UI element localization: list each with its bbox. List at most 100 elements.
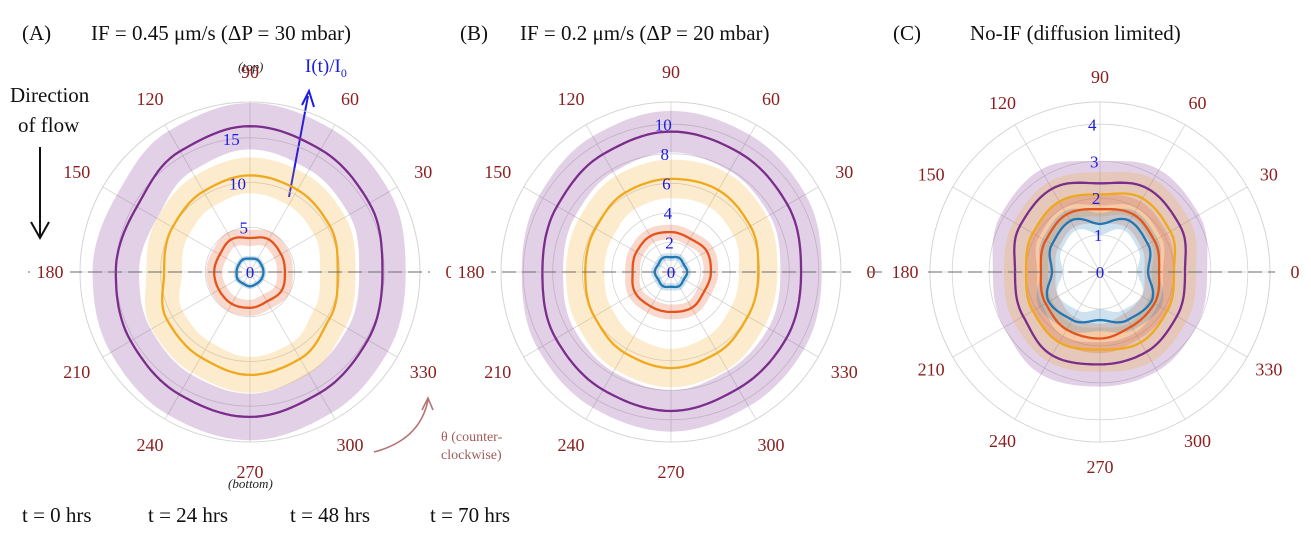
angle-tick-label: 270 <box>1087 457 1114 477</box>
label-backdrop <box>1275 261 1311 283</box>
angle-tick-label: 300 <box>337 435 364 455</box>
grid-spoke <box>1099 271 1248 358</box>
grid-spoke <box>249 271 336 420</box>
bottom-annotation: (bottom) <box>228 476 273 491</box>
radial-tick-label: 8 <box>661 145 670 164</box>
label-backdrop <box>885 261 925 283</box>
angle-tick-label: 90 <box>662 62 680 82</box>
radial-tick-label: 10 <box>655 115 672 134</box>
angle-tick-label: 60 <box>341 89 359 109</box>
label-backdrop <box>451 261 491 283</box>
flow-label-line2: of flow <box>18 113 80 137</box>
panel-c-title: No-IF (diffusion limited) <box>970 21 1181 45</box>
grid-spoke <box>952 271 1101 358</box>
bands-a <box>92 102 406 441</box>
bands-b <box>521 110 822 432</box>
legend-item-t24: t = 24 hrs <box>148 503 228 527</box>
grid-spoke <box>670 186 819 273</box>
angle-tick-label: 240 <box>137 435 164 455</box>
panel-b-title: IF = 0.2 μm/s (ΔP = 20 mbar) <box>520 21 770 45</box>
intensity-axis-label: I(t)/I0 <box>305 56 347 80</box>
angle-tick-label: 300 <box>1184 431 1211 451</box>
radial-labels-c: 0 1 2 3 4 <box>1088 115 1104 282</box>
radial-labels-a: 0 5 10 15 <box>223 130 254 282</box>
theta-note-line2: clockwise) <box>441 448 502 463</box>
angle-tick-label: 210 <box>63 362 90 382</box>
theta-arrow-icon <box>373 396 434 453</box>
grid-spoke <box>1014 271 1101 420</box>
angle-tick-label: 0 <box>1291 262 1300 282</box>
series-band <box>92 102 406 441</box>
radial-tick-label: 0 <box>246 263 255 282</box>
angle-tick-label: 180 <box>37 262 64 282</box>
grid-spoke <box>670 271 819 358</box>
angle-tick-label: 30 <box>835 162 853 182</box>
grid-spoke <box>585 271 672 420</box>
angle-tick-label: 210 <box>484 362 511 382</box>
grid-spoke <box>670 271 757 420</box>
angle-tick-label: 300 <box>758 435 785 455</box>
radial-tick-label: 0 <box>1096 263 1105 282</box>
angle-tick-label: 0 <box>446 262 455 282</box>
angle-tick-label: 210 <box>918 360 945 380</box>
intensity-axis-label-main: I(t)/I <box>305 56 341 77</box>
radial-tick-label: 2 <box>665 234 674 253</box>
series-band <box>1003 171 1197 372</box>
angle-tick-label: 30 <box>1260 165 1278 185</box>
grid-spoke <box>1099 271 1186 420</box>
angle-tick-label: 180 <box>892 262 919 282</box>
series-line <box>1024 192 1177 351</box>
series-band <box>566 159 778 388</box>
angle-tick-label: 90 <box>1091 67 1109 87</box>
grid-spoke <box>585 124 672 273</box>
angle-tick-label: 30 <box>414 162 432 182</box>
theta-note-line1: θ (counter- <box>441 430 503 445</box>
label-backdrop <box>30 261 70 283</box>
angle-tick-label: 270 <box>237 462 264 482</box>
radial-tick-label: 1 <box>1094 226 1103 245</box>
radial-tick-label: 0 <box>667 263 676 282</box>
grid-spoke <box>952 186 1101 273</box>
legend-item-t48: t = 48 hrs <box>290 503 370 527</box>
radial-tick-label: 3 <box>1090 152 1099 171</box>
angle-tick-label: 240 <box>989 431 1016 451</box>
radial-tick-label: 5 <box>240 219 249 238</box>
angle-tick-label: 150 <box>918 165 945 185</box>
panel-a-title: IF = 0.45 μm/s (ΔP = 30 mbar) <box>91 21 351 45</box>
grid-spoke <box>102 271 251 358</box>
series-line <box>161 174 339 377</box>
grid-spoke <box>1099 186 1248 273</box>
angle-tick-label: 240 <box>558 435 585 455</box>
series-band <box>145 157 356 393</box>
angle-tick-label: 330 <box>410 362 437 382</box>
angle-tick-label: 120 <box>558 89 585 109</box>
angle-tick-label: 330 <box>1255 360 1282 380</box>
panel-c-label: (C) <box>893 21 921 45</box>
legend-item-t0: t = 0 hrs <box>22 503 92 527</box>
panel-b-label: (B) <box>460 21 488 45</box>
top-annotation: (top) <box>238 59 263 74</box>
angle-tick-label: 180 <box>458 262 485 282</box>
grid-spoke <box>164 124 251 273</box>
angle-tick-label: 120 <box>989 93 1016 113</box>
grid-spoke <box>670 124 757 273</box>
radial-tick-label: 4 <box>664 204 673 223</box>
grid-spoke <box>102 186 251 273</box>
angle-tick-label: 120 <box>137 89 164 109</box>
angle-tick-label: 60 <box>762 89 780 109</box>
polar-panel-c: 0 30 60 90 120 150 180 210 240 270 300 330 0 1 2 3 4 <box>868 67 1311 477</box>
angle-tick-label: 330 <box>831 362 858 382</box>
grid-spoke <box>523 271 672 358</box>
series-band <box>1036 208 1164 333</box>
angle-tick-label: 150 <box>484 162 511 182</box>
legend: t = 0 hrs t = 24 hrs t = 48 hrs t = 70 h… <box>22 503 510 527</box>
angle-tick-label: 270 <box>658 462 685 482</box>
intensity-axis-label-sub: 0 <box>341 66 347 80</box>
radial-tick-label: 15 <box>223 130 240 149</box>
grid-spoke <box>249 186 398 273</box>
panel-a-label: (A) <box>22 21 51 45</box>
series-band <box>233 255 267 289</box>
